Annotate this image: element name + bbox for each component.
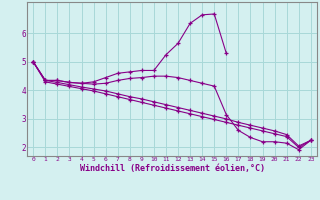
X-axis label: Windchill (Refroidissement éolien,°C): Windchill (Refroidissement éolien,°C) [79, 164, 265, 173]
